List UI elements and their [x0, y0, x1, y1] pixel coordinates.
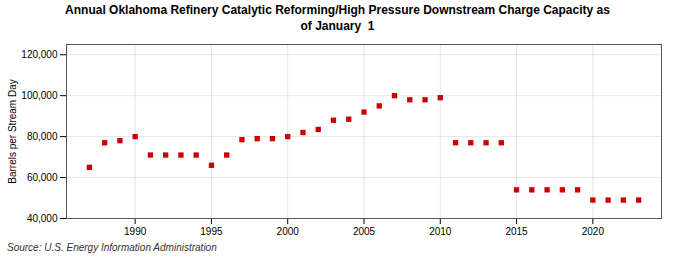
svg-text:Barrels per Stream Day: Barrels per Stream Day — [7, 79, 18, 183]
svg-text:2010: 2010 — [429, 226, 452, 237]
svg-text:100,000: 100,000 — [21, 90, 58, 101]
svg-text:2000: 2000 — [277, 226, 300, 237]
svg-text:120,000: 120,000 — [21, 49, 58, 60]
svg-text:2020: 2020 — [582, 226, 605, 237]
svg-text:80,000: 80,000 — [27, 131, 58, 142]
html-text:Annual Oklahoma Refinery Catal: Annual Oklahoma Refinery Catalytic Refor… — [65, 3, 610, 33]
html-text:Source: U.S. Energy Informatio: Source: U.S. Energy Information Administ… — [7, 242, 217, 254]
svg-text:60,000: 60,000 — [27, 172, 58, 183]
svg-text:40,000: 40,000 — [27, 213, 58, 224]
svg-text:2005: 2005 — [353, 226, 376, 237]
svg-text:1995: 1995 — [200, 226, 223, 237]
svg-text:2015: 2015 — [505, 226, 528, 237]
svg-text:1990: 1990 — [124, 226, 147, 237]
